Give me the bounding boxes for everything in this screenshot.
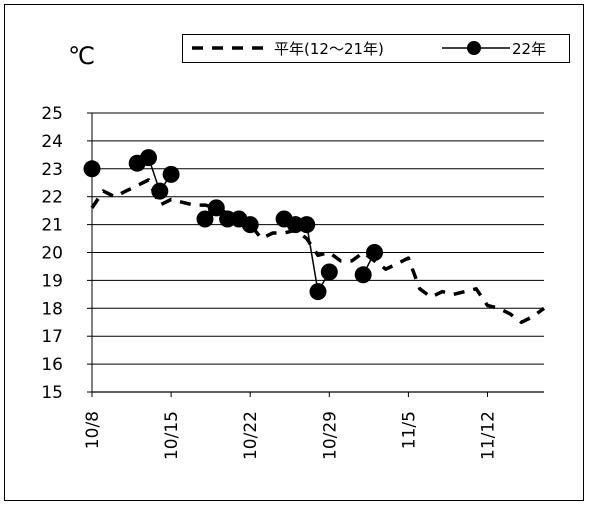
series-2022-point — [151, 182, 169, 200]
y-tick-label-23: 23 — [41, 160, 63, 180]
y-tick-label-18: 18 — [41, 299, 63, 319]
series-2022-point — [354, 266, 372, 284]
series-2022-point — [241, 216, 259, 234]
legend-2022-marker — [467, 41, 481, 55]
legend-normal-label: 平年(12～21年) — [274, 40, 384, 58]
x-tick-label-2: 10/22 — [241, 411, 261, 460]
x-tick-label-0: 10/8 — [83, 411, 103, 449]
legend: 平年(12～21年) 22年 — [182, 34, 570, 63]
series-2022-point — [320, 263, 338, 281]
axes — [87, 112, 544, 397]
x-tick-label-4: 11/5 — [399, 411, 419, 449]
series-2022-point — [207, 199, 225, 217]
series-2022-point — [162, 165, 180, 183]
series-2022-line — [83, 149, 383, 301]
x-tick-label-5: 11/12 — [479, 411, 499, 460]
y-tick-label-25: 25 — [41, 104, 63, 124]
x-axis-tick-labels: 10/8 10/15 10/22 10/29 11/5 11/12 — [83, 411, 499, 460]
y-tick-label-19: 19 — [41, 271, 63, 291]
x-tick-label-1: 10/15 — [162, 411, 182, 460]
y-tick-label-21: 21 — [41, 216, 63, 236]
y-tick-label-24: 24 — [41, 132, 63, 152]
y-axis-tick-labels: 25 24 23 22 21 20 19 18 17 16 15 — [41, 104, 63, 403]
y-tick-label-17: 17 — [41, 327, 63, 347]
series-2022-point — [83, 160, 101, 178]
normal-series-path — [90, 178, 546, 325]
series-2022-point — [309, 283, 327, 301]
y-tick-label-20: 20 — [41, 244, 63, 264]
legend-2022-label: 22年 — [512, 40, 546, 58]
y-tick-label-22: 22 — [41, 188, 63, 208]
series-2022-point — [140, 149, 157, 167]
series-2022-point — [366, 244, 383, 261]
series-normal-line — [90, 178, 546, 325]
x-tick-label-3: 10/29 — [320, 411, 340, 460]
series-2022-point — [196, 210, 214, 228]
series-2022-point — [298, 216, 316, 234]
y-tick-label-16: 16 — [41, 355, 63, 375]
unit-label: ℃ — [68, 42, 95, 70]
gridlines — [92, 112, 544, 365]
y-tick-label-15: 15 — [41, 383, 63, 403]
